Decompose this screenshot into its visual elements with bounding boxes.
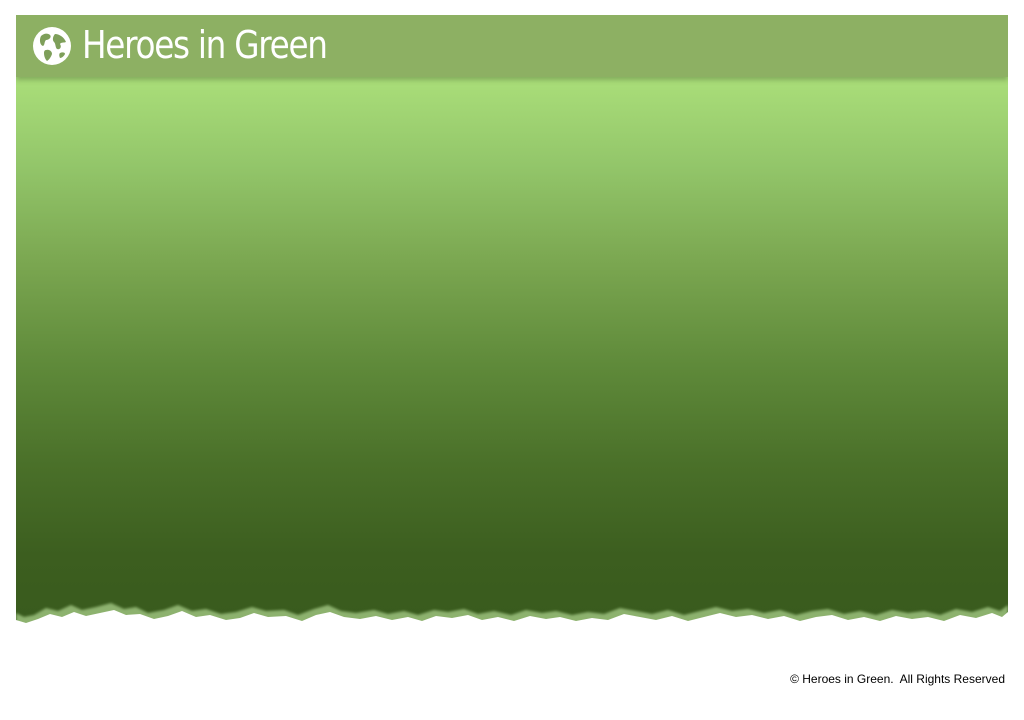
site-header: Heroes in Green (16, 15, 1008, 77)
site-title: Heroes in Green (82, 23, 328, 67)
copyright-footer: © Heroes in Green. All Rights Reserved (790, 672, 1005, 686)
torn-paper-edge (16, 603, 1008, 637)
green-gradient-background (16, 15, 1008, 637)
main-panel: Heroes in Green (16, 15, 1008, 637)
globe-icon (33, 27, 71, 65)
